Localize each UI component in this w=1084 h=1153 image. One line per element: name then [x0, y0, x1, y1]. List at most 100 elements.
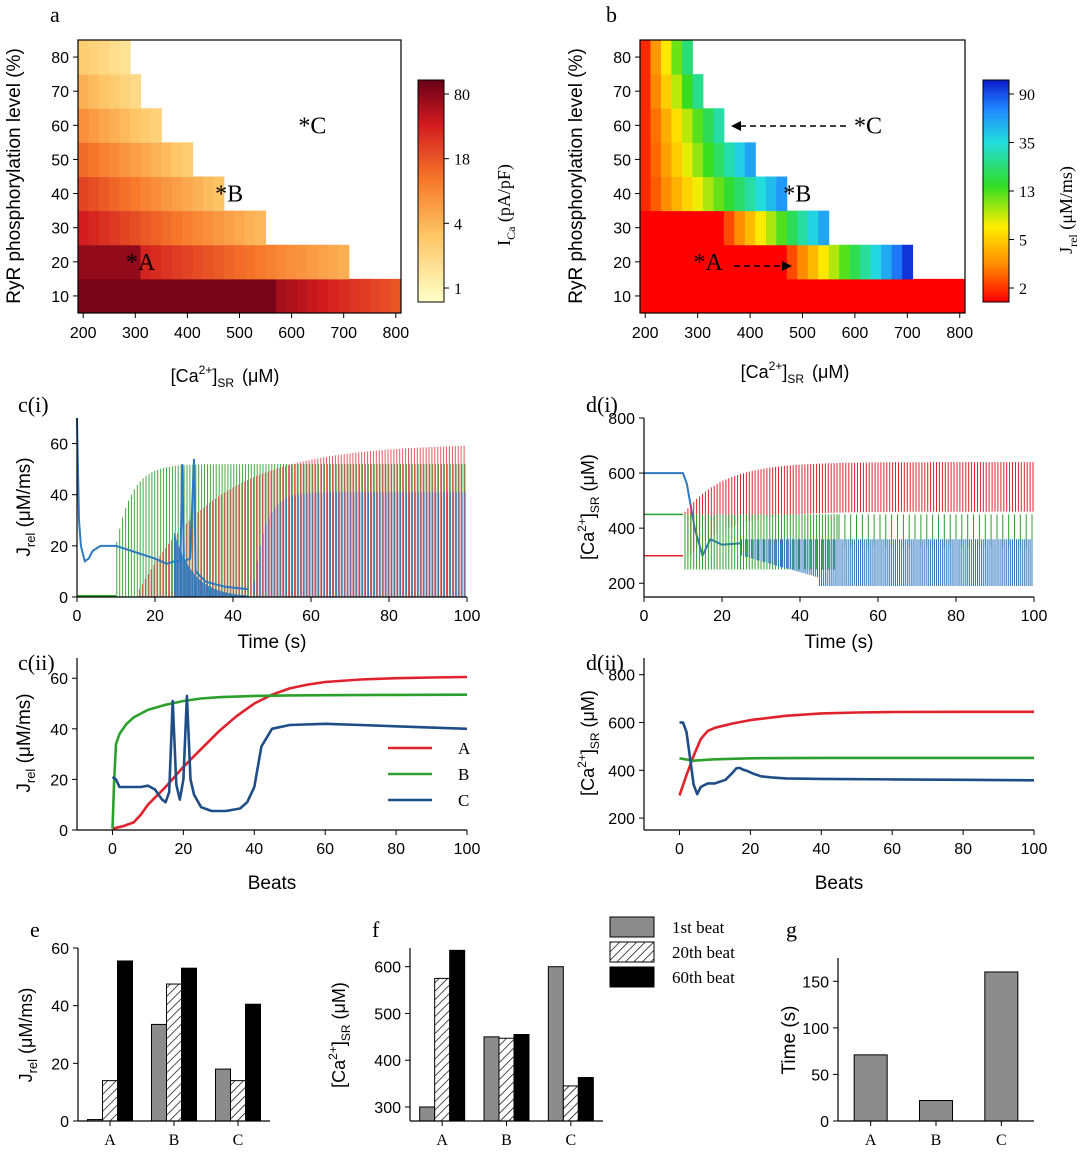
heatmap-cell	[213, 210, 225, 246]
heatmap-cell	[640, 210, 651, 246]
heatmap-cell	[182, 278, 194, 314]
heatmap-cell	[109, 40, 121, 75]
ci-ticks: 0 20 40 60 0 20 40 60 80 100	[50, 437, 480, 625]
heatmap-cell	[286, 244, 298, 280]
y-tick-label: 200	[608, 811, 635, 828]
heatmap-cell	[150, 210, 162, 246]
panel-label-f: f	[372, 917, 380, 942]
heatmap-cell	[786, 244, 798, 280]
heatmap-cell	[870, 244, 882, 280]
heatmap-cell	[109, 142, 121, 177]
legend-swatch	[609, 941, 655, 963]
y-tick-label: 60	[613, 118, 631, 135]
heatmap-cell	[78, 74, 89, 109]
heatmap-cell	[681, 142, 693, 177]
heatmap-cell	[161, 278, 173, 314]
colorbar-tick-label: 13	[1019, 184, 1035, 201]
heatmap-cell	[723, 278, 735, 314]
heatmap-cell	[192, 244, 204, 280]
y-tick-label: 30	[51, 221, 69, 238]
y-tick-label: 200	[608, 576, 635, 593]
x-tick-label: 800	[946, 325, 973, 342]
y-tick-label: 100	[802, 1021, 829, 1038]
heatmap-cell	[681, 210, 693, 246]
trace-c-baseline	[76, 417, 249, 591]
heatmap-cell	[702, 142, 714, 177]
heatmap-cell	[88, 74, 100, 109]
heatmap-cell	[140, 278, 152, 314]
dii-lines	[678, 710, 1035, 796]
y-tick-label: 600	[374, 960, 401, 977]
heatmap-cell	[203, 278, 214, 314]
heatmap-cell	[203, 176, 214, 212]
heatmap-cell	[671, 108, 683, 143]
heatmap-cell	[640, 74, 651, 109]
y-tick-label: 300	[374, 1100, 401, 1117]
heatmap-cell	[203, 244, 214, 280]
heatmap-cell	[765, 244, 777, 280]
e-ylabel: Jrel (μM/ms)	[16, 988, 40, 1083]
heatmap-cell	[88, 40, 100, 75]
heatmap-cell	[891, 244, 903, 280]
series-line-a	[678, 710, 1034, 796]
heatmap-cell	[255, 210, 267, 246]
heatmap-cell	[681, 40, 693, 75]
heatmap-cell	[109, 74, 121, 109]
heatmap-cell	[130, 278, 142, 314]
x-tick-label: 400	[174, 325, 201, 342]
heatmap-cell	[328, 244, 339, 280]
category-label: C	[996, 1132, 1007, 1149]
heatmap-cell	[109, 108, 121, 143]
heatmap-cell	[797, 210, 809, 246]
heatmap-cell	[765, 278, 777, 314]
legend-swatch	[609, 916, 655, 938]
x-tick-label: 500	[789, 325, 816, 342]
heatmap-cell	[692, 108, 704, 143]
heatmap-cell	[640, 142, 651, 177]
heatmap-cell	[223, 278, 235, 314]
x-tick-label: 600	[842, 325, 869, 342]
heatmap-cell	[171, 278, 183, 314]
heatmap-cell	[119, 142, 131, 177]
category-label: C	[565, 1132, 576, 1149]
y-tick-label: 30	[613, 221, 631, 238]
heatmap-cell	[723, 210, 735, 246]
panel-label-g: g	[786, 917, 797, 942]
x-tick-label: 60	[302, 608, 320, 625]
trace-c-burst	[174, 533, 249, 597]
x-tick-label: 60	[883, 841, 901, 858]
heatmap-cell	[912, 278, 924, 314]
panel-di-line: d(i) 200 400 600 800 0 20 40 60 80 100 Time (s) […	[575, 392, 1047, 653]
heatmap-cell	[119, 278, 131, 314]
heatmap-cell	[797, 244, 809, 280]
heatmap-cell	[244, 278, 256, 314]
bar	[102, 1080, 118, 1122]
heatmap-cell	[681, 74, 693, 109]
marker-label: *B	[215, 182, 243, 208]
heatmap-cell	[234, 278, 246, 314]
heatmap-cell	[807, 210, 819, 246]
heatmap-cell	[734, 244, 746, 280]
heatmap-cell	[723, 244, 735, 280]
panel-b-heatmap: b 10 20 30 40 50 60 70 80 200 300 400 500 600 700 800…	[566, 2, 1080, 386]
y-tick-label: 10	[613, 289, 631, 306]
trace-c	[254, 492, 466, 597]
heatmap-cell	[161, 176, 173, 212]
heatmap-b-y-ticks: 10 20 30 40 50 60 70 80	[613, 50, 640, 306]
y-tick-label: 40	[50, 722, 68, 739]
x-tick-label: 0	[675, 841, 684, 858]
y-tick-label: 40	[51, 999, 69, 1016]
x-tick-label: 300	[684, 325, 711, 342]
heatmap-cell	[765, 210, 777, 246]
bar	[513, 1034, 530, 1122]
heatmap-cell	[130, 176, 142, 212]
heatmap-cell	[380, 278, 392, 314]
y-tick-label: 70	[51, 84, 69, 101]
colorbar-tick-label: 4	[454, 216, 462, 233]
x-tick-label: 40	[224, 608, 242, 625]
colorbar-b	[982, 79, 1010, 303]
heatmap-cell	[88, 278, 100, 314]
heatmap-cell	[640, 278, 651, 314]
ci-ylabel: Jrel (μM/ms)	[14, 457, 38, 556]
heatmap-cell	[744, 176, 756, 212]
